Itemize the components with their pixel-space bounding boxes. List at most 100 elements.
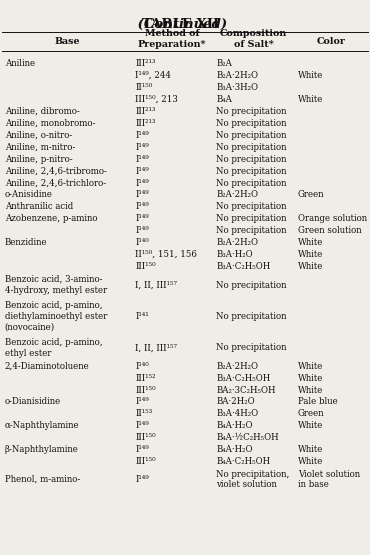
Text: II¹⁵⁰: II¹⁵⁰: [135, 83, 152, 92]
Text: B₂A·2H₂O: B₂A·2H₂O: [216, 362, 259, 371]
Text: White: White: [298, 457, 323, 466]
Text: No precipitation: No precipitation: [216, 179, 287, 188]
Text: I¹⁴⁹: I¹⁴⁹: [135, 203, 149, 211]
Text: Method of
Preparation*: Method of Preparation*: [138, 29, 206, 49]
Text: III¹⁵⁰: III¹⁵⁰: [135, 457, 156, 466]
Text: White: White: [298, 250, 323, 259]
Text: Green solution: Green solution: [298, 226, 361, 235]
Text: β-Naphthylamine: β-Naphthylamine: [5, 445, 79, 454]
Text: No precipitation: No precipitation: [216, 119, 287, 128]
Text: III¹⁵⁰: III¹⁵⁰: [135, 433, 156, 442]
Text: No precipitation: No precipitation: [216, 312, 287, 321]
Text: Azobenzene, p-amino: Azobenzene, p-amino: [5, 214, 97, 223]
Text: B₂A: B₂A: [216, 59, 232, 68]
Text: Benzoic acid, 3-amino-
4-hydroxy, methyl ester: Benzoic acid, 3-amino- 4-hydroxy, methyl…: [5, 275, 107, 295]
Text: II¹⁵⁰, 151, 156: II¹⁵⁰, 151, 156: [135, 250, 197, 259]
Text: No precipitation,
violet solution: No precipitation, violet solution: [216, 470, 290, 490]
Text: Aniline, 2,4,6-tribromo-: Aniline, 2,4,6-tribromo-: [5, 166, 107, 175]
Text: B₄A: B₄A: [216, 95, 232, 104]
Text: Aniline, o-nitro-: Aniline, o-nitro-: [5, 131, 72, 140]
Text: No precipitation: No precipitation: [216, 226, 287, 235]
Text: I¹⁴⁹: I¹⁴⁹: [135, 214, 149, 223]
Text: III²¹³: III²¹³: [135, 119, 155, 128]
Text: I, II, III¹⁵⁷: I, II, III¹⁵⁷: [135, 280, 177, 290]
Text: White: White: [298, 238, 323, 247]
Text: Aniline: Aniline: [5, 59, 35, 68]
Text: I¹⁴⁹: I¹⁴⁹: [135, 131, 149, 140]
Text: B₃A·C₂H₅OH: B₃A·C₂H₅OH: [216, 262, 271, 271]
Text: Aniline, 2,4,6-trichloro-: Aniline, 2,4,6-trichloro-: [5, 179, 106, 188]
Text: No precipitation: No precipitation: [216, 343, 287, 352]
Text: I¹⁴⁹: I¹⁴⁹: [135, 397, 149, 406]
Text: No precipitation: No precipitation: [216, 203, 287, 211]
Text: B₃A·3H₂O: B₃A·3H₂O: [216, 83, 259, 92]
Text: B₃A·C₂H₅OH: B₃A·C₂H₅OH: [216, 374, 271, 382]
Text: Aniline, monobromo-: Aniline, monobromo-: [5, 119, 95, 128]
Text: White: White: [298, 95, 323, 104]
Text: Aniline, dibromo-: Aniline, dibromo-: [5, 107, 80, 116]
Text: Violet solution
in base: Violet solution in base: [298, 470, 360, 490]
Text: No precipitation: No precipitation: [216, 131, 287, 140]
Text: B₄A·C₂H₅OH: B₄A·C₂H₅OH: [216, 457, 270, 466]
Text: Color: Color: [317, 37, 346, 46]
Text: I¹⁴⁹: I¹⁴⁹: [135, 475, 149, 484]
Text: I, II, III¹⁵⁷: I, II, III¹⁵⁷: [135, 343, 177, 352]
Text: B₃A·H₂O: B₃A·H₂O: [216, 250, 253, 259]
Text: I¹⁴⁹, 244: I¹⁴⁹, 244: [135, 71, 171, 80]
Text: Phenol, m-amino-: Phenol, m-amino-: [5, 475, 80, 484]
Text: I¹⁴⁹: I¹⁴⁹: [135, 226, 149, 235]
Text: No precipitation: No precipitation: [216, 166, 287, 175]
Text: III²¹³: III²¹³: [135, 107, 155, 116]
Text: No precipitation: No precipitation: [216, 107, 287, 116]
Text: White: White: [298, 362, 323, 371]
Text: III¹⁵²: III¹⁵²: [135, 374, 155, 382]
Text: I¹⁴⁹: I¹⁴⁹: [135, 155, 149, 164]
Text: III¹⁵⁰, 213: III¹⁵⁰, 213: [135, 95, 178, 104]
Text: No precipitation: No precipitation: [216, 280, 287, 290]
Text: III¹⁵⁰: III¹⁵⁰: [135, 262, 156, 271]
Text: Aniline, m-nitro-: Aniline, m-nitro-: [5, 143, 75, 152]
Text: I¹⁴⁹: I¹⁴⁹: [135, 421, 149, 430]
Text: I¹⁴⁹: I¹⁴⁹: [135, 445, 149, 454]
Text: o-Dianisidine: o-Dianisidine: [5, 397, 61, 406]
Text: Green: Green: [298, 190, 324, 199]
Text: III²¹³: III²¹³: [135, 59, 155, 68]
Text: No precipitation: No precipitation: [216, 155, 287, 164]
Text: B₂A·2H₂O: B₂A·2H₂O: [216, 190, 259, 199]
Text: I¹⁴⁹: I¹⁴⁹: [135, 179, 149, 188]
Text: Anthranilic acid: Anthranilic acid: [5, 203, 73, 211]
Text: TABLE XII: TABLE XII: [142, 18, 220, 31]
Text: B₃A·4H₂O: B₃A·4H₂O: [216, 410, 259, 418]
Text: I¹⁴⁰: I¹⁴⁰: [135, 238, 149, 247]
Text: o-Anisidine: o-Anisidine: [5, 190, 53, 199]
Text: White: White: [298, 262, 323, 271]
Text: I¹⁴¹: I¹⁴¹: [135, 312, 149, 321]
Text: B₄A·½C₂H₅OH: B₄A·½C₂H₅OH: [216, 433, 279, 442]
Text: Composition
of Salt*: Composition of Salt*: [220, 29, 287, 49]
Text: Aniline, p-nitro-: Aniline, p-nitro-: [5, 155, 73, 164]
Text: Base: Base: [54, 37, 80, 46]
Text: Benzoic acid, p-amino,
ethyl ester: Benzoic acid, p-amino, ethyl ester: [5, 338, 102, 357]
Text: Benzoic acid, p-amino,
diethylaminoethyl ester
(novocaine): Benzoic acid, p-amino, diethylaminoethyl…: [5, 301, 107, 331]
Text: B₂A·2H₂O: B₂A·2H₂O: [216, 238, 259, 247]
Text: White: White: [298, 386, 323, 395]
Text: BA·2H₂O: BA·2H₂O: [216, 397, 255, 406]
Text: (Continued): (Continued): [134, 18, 228, 31]
Text: White: White: [298, 445, 323, 454]
Text: α-Naphthylamine: α-Naphthylamine: [5, 421, 80, 430]
Text: I¹⁴⁹: I¹⁴⁹: [135, 143, 149, 152]
Text: I¹⁴⁰: I¹⁴⁰: [135, 362, 149, 371]
Text: III¹⁵⁰: III¹⁵⁰: [135, 386, 156, 395]
Text: Pale blue: Pale blue: [298, 397, 337, 406]
Text: Green: Green: [298, 410, 324, 418]
Text: I¹⁴⁹: I¹⁴⁹: [135, 166, 149, 175]
Text: White: White: [298, 374, 323, 382]
Text: I¹⁴⁹: I¹⁴⁹: [135, 190, 149, 199]
Text: B₄A·H₂O: B₄A·H₂O: [216, 421, 253, 430]
Text: BA₂·3C₂H₅OH: BA₂·3C₂H₅OH: [216, 386, 276, 395]
Text: White: White: [298, 421, 323, 430]
Text: 2,4-Diaminotoluene: 2,4-Diaminotoluene: [5, 362, 90, 371]
Text: B₄A·H₂O: B₄A·H₂O: [216, 445, 253, 454]
Text: II¹⁵³: II¹⁵³: [135, 410, 152, 418]
Text: Benzidine: Benzidine: [5, 238, 47, 247]
